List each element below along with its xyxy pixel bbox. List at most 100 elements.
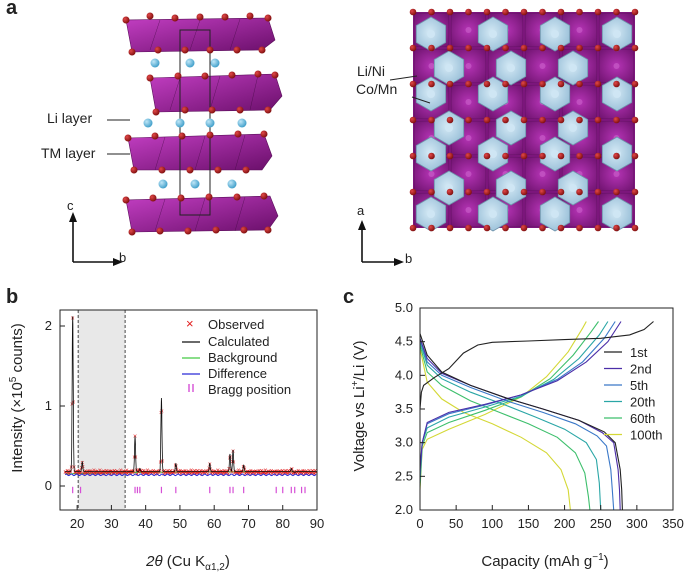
observed-point: ×	[186, 469, 190, 476]
legend-calculated: Calculated	[208, 334, 269, 349]
observed-point: ×	[93, 470, 97, 477]
observed-point: ×	[117, 470, 121, 477]
co-mn-center	[576, 207, 583, 213]
observed-point: ×	[95, 469, 99, 476]
observed-point: ×	[287, 470, 291, 477]
observed-point: ×	[241, 470, 245, 477]
oxygen-atom	[594, 8, 602, 16]
oxygen-atom	[594, 188, 602, 196]
oxygen-atom	[594, 80, 602, 88]
observed-point: ×	[312, 469, 316, 476]
observed-point: ×	[234, 469, 238, 476]
observed-point: ×	[116, 469, 120, 476]
observed-point: ×	[130, 469, 134, 476]
voltage-x-axis-label: Capacity (mAh g−1)	[481, 552, 608, 570]
y-tick-label: 2	[45, 318, 52, 333]
observed-point: ×	[106, 469, 110, 476]
oxygen-atom	[576, 188, 583, 196]
oxygen-atom	[613, 224, 620, 232]
observed-point: ×	[188, 469, 192, 476]
panel-b-letter: b	[6, 286, 19, 308]
observed-point: ×	[221, 469, 225, 476]
observed-point: ×	[243, 471, 247, 478]
legend-label-100th: 100th	[630, 428, 663, 443]
observed-point: ×	[105, 471, 109, 478]
li-ni-center	[507, 184, 515, 192]
observed-point: ×	[87, 469, 91, 476]
li-ni-center	[569, 64, 577, 72]
co-mn-center	[428, 63, 435, 69]
observed-point: ×	[246, 469, 250, 476]
observed-point: ×	[248, 470, 252, 477]
li-ni-octahedra	[415, 16, 633, 232]
li-ni-center	[507, 124, 515, 132]
observed-point: ×	[76, 469, 80, 476]
observed-point: ×	[215, 471, 219, 478]
observed-point: ×	[177, 469, 181, 476]
xrd-y-ticks: 0 1 2	[45, 318, 65, 493]
observed-point: ×	[101, 469, 105, 476]
observed-point: ×	[107, 470, 111, 477]
observed-point: ×	[67, 469, 71, 476]
oxygen-atom	[483, 116, 491, 124]
panel-a-letter: a	[6, 0, 18, 19]
observed-point: ×	[304, 469, 308, 476]
co-mn-center	[428, 171, 435, 177]
observed-point: ×	[205, 469, 209, 476]
curve-20th-discharge	[419, 341, 602, 511]
oxygen-atom	[483, 80, 491, 88]
li-ni-center	[445, 64, 453, 72]
oxygen-atom	[446, 8, 454, 16]
observed-point: ×	[122, 469, 126, 476]
observed-point: ×	[78, 470, 82, 477]
observed-point: ×	[89, 469, 93, 476]
observed-point: ×	[74, 469, 78, 476]
observed-point: ×	[218, 470, 222, 477]
oxygen-atom	[502, 116, 509, 124]
observed-point: ×	[259, 471, 263, 478]
observed-point: ×	[302, 470, 306, 477]
x-tick-label: 200	[554, 516, 576, 531]
xrd-legend: × Observed Calculated Background Differe…	[182, 316, 291, 397]
oxygen-atom	[446, 116, 454, 124]
observed-point: ×	[217, 470, 221, 477]
co-mn-center	[576, 27, 583, 33]
excluded-region	[78, 310, 126, 510]
observed-point: ×	[179, 471, 183, 478]
observed-point: ×	[261, 470, 265, 477]
observed-point: ×	[128, 469, 132, 476]
observed-point: ×	[90, 470, 94, 477]
observed-point: ×	[258, 469, 262, 476]
observed-point: ×	[288, 470, 292, 477]
curve-2nd-discharge	[419, 338, 621, 511]
observed-point: ×	[308, 469, 312, 476]
observed-point: ×	[163, 470, 167, 477]
curve-100th-discharge	[419, 348, 571, 511]
observed-point: ×	[110, 470, 114, 477]
li-ni-center	[489, 150, 497, 158]
oxygen-atom	[465, 116, 472, 124]
observed-point: ×	[99, 470, 103, 477]
observed-point: ×	[136, 470, 140, 477]
li-ni-center	[507, 64, 515, 72]
oxygen-atom	[428, 188, 435, 196]
observed-point: ×	[123, 469, 127, 476]
oxygen-atom	[446, 188, 454, 196]
oxygen-atom	[576, 8, 583, 16]
oxygen-atom	[409, 188, 417, 196]
observed-point: ×	[262, 470, 266, 477]
legend-label-60th: 60th	[630, 411, 655, 426]
observed-point: ×	[204, 470, 208, 477]
oxygen-atom	[502, 8, 509, 16]
observed-point: ×	[106, 470, 110, 477]
oxygen-atom	[539, 80, 546, 88]
left-axis-c-label: c	[67, 198, 74, 213]
observed-point: ×	[86, 470, 90, 477]
right-axis-a-label: a	[357, 203, 365, 218]
observed-point: ×	[304, 469, 308, 476]
observed-point: ×	[286, 471, 290, 478]
co-mn-center	[465, 135, 472, 141]
observed-point: ×	[68, 469, 72, 476]
observed-point: ×	[252, 469, 256, 476]
xrd-y-axis-label: Intensity (×105 counts)	[8, 323, 26, 472]
